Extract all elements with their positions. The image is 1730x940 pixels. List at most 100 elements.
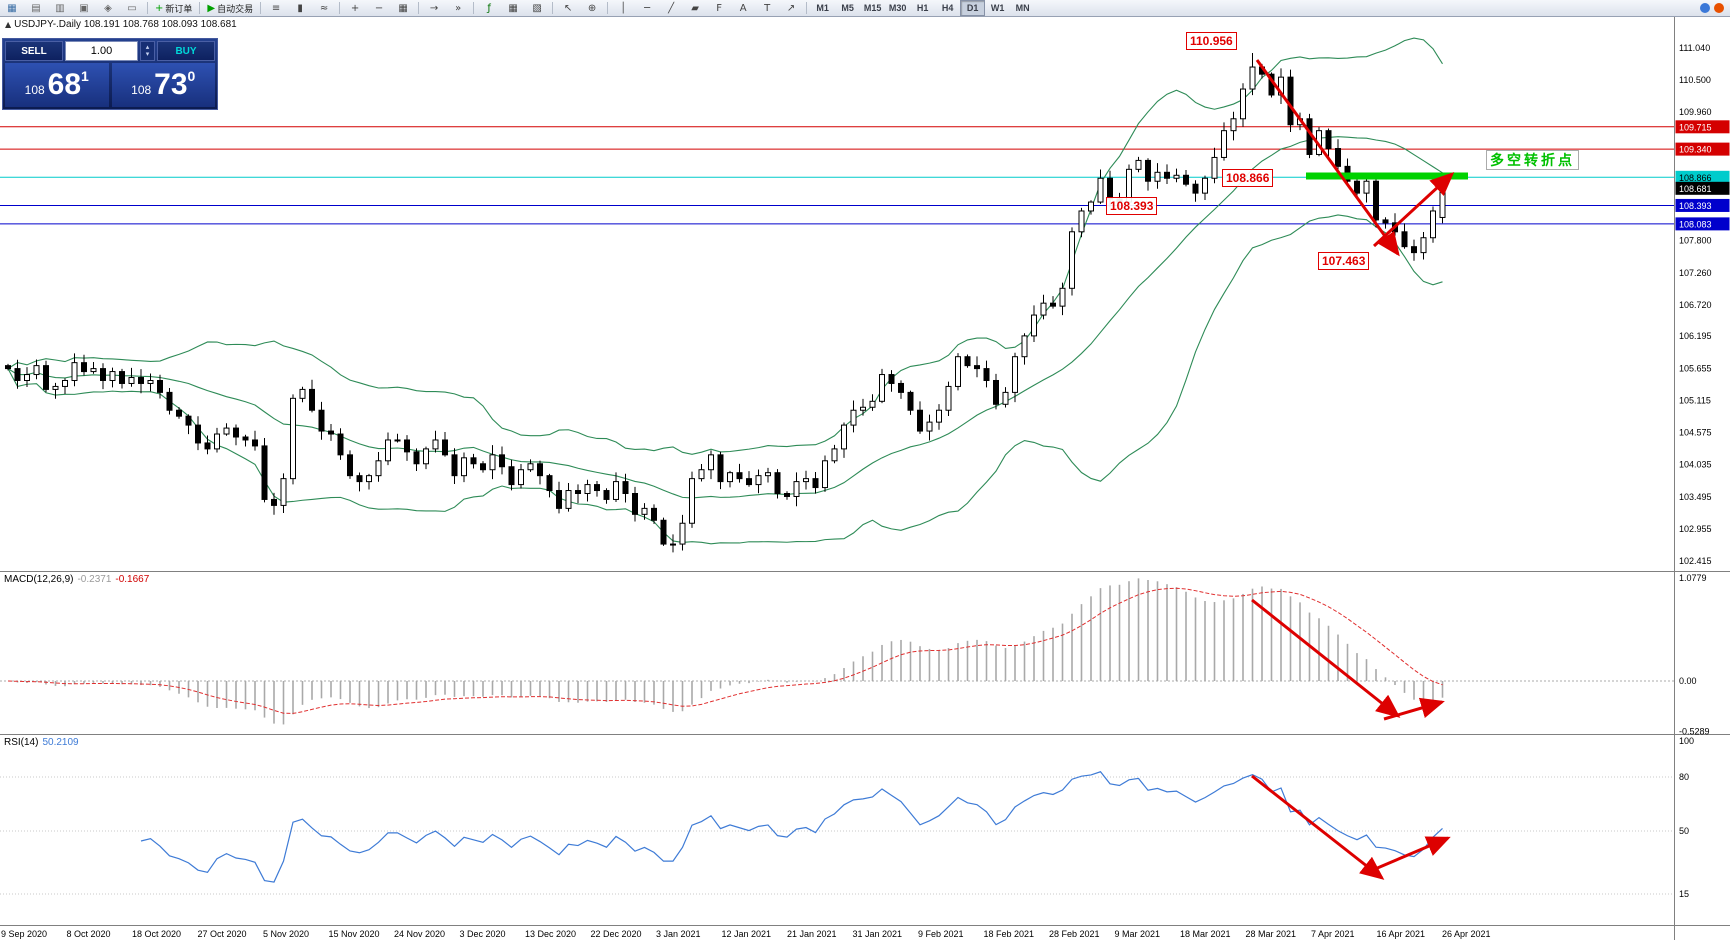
- toolbar-vertical-line-button[interactable]: │: [612, 0, 634, 17]
- price-tick-label: 106.720: [1679, 300, 1712, 310]
- trend-arrow[interactable]: [1367, 836, 1451, 874]
- candle-body: [727, 472, 733, 483]
- timeframe-m15-button[interactable]: M15: [863, 3, 882, 13]
- buy-button[interactable]: BUY: [157, 41, 215, 61]
- toolbar-chart-bars-button[interactable]: ≡: [265, 0, 287, 17]
- toolbar-tile-windows-button[interactable]: ▦: [392, 0, 414, 17]
- toolbar-auto-trading-button[interactable]: ▶ 自动交易: [204, 0, 256, 17]
- price-tick-label: 104.035: [1679, 460, 1712, 470]
- collapse-panel-icon[interactable]: ▲: [5, 20, 12, 29]
- toolbar-cursor-button[interactable]: ↖: [557, 0, 579, 17]
- toolbar-new-order-button[interactable]: + 新订单: [152, 0, 195, 17]
- trend-arrow[interactable]: [1251, 598, 1401, 718]
- candle-body: [841, 424, 847, 450]
- sell-price-button[interactable]: 108 68 1: [5, 63, 109, 107]
- toolbar-templates-button[interactable]: ▧: [526, 0, 548, 17]
- sell-price-big: 68: [47, 68, 82, 101]
- trend-arrow[interactable]: [1251, 774, 1385, 880]
- zoom-out-icon: −: [374, 2, 384, 14]
- date-label: 15 Nov 2020: [329, 929, 380, 939]
- sell-button[interactable]: SELL: [5, 41, 63, 61]
- community-icon[interactable]: [1700, 3, 1710, 13]
- symbol-name: USDJPY-.Daily: [14, 19, 82, 30]
- candle-body: [489, 454, 496, 471]
- toolbar-indicators-button[interactable]: ƒ: [478, 0, 500, 17]
- toolbar-fibonacci-button[interactable]: F: [708, 0, 730, 17]
- timeframe-h1-button[interactable]: H1: [916, 3, 929, 13]
- trend-arrow[interactable]: [1372, 171, 1455, 248]
- timeframe-h4-button[interactable]: H4: [941, 3, 954, 13]
- timeframe-m30-button[interactable]: M30: [888, 3, 907, 13]
- toolbar-chart-candles-button[interactable]: ▮: [289, 0, 311, 17]
- candle-body: [204, 442, 211, 450]
- candle-body: [366, 475, 372, 483]
- candle-body: [888, 374, 895, 384]
- toolbar-chart-shift-button[interactable]: »: [447, 0, 469, 17]
- candle-body: [223, 427, 230, 435]
- toolbar-text-button[interactable]: A: [732, 0, 754, 17]
- trend-arrow[interactable]: [1255, 59, 1400, 257]
- candle-body: [33, 365, 40, 376]
- toolbar-navigator-button[interactable]: ◈: [97, 0, 119, 17]
- candle-body: [119, 371, 125, 384]
- price-level-flag-label: 108.681: [1679, 184, 1712, 194]
- toolbar-auto-scroll-button[interactable]: →: [423, 0, 445, 17]
- rsi-line: [140, 771, 1443, 883]
- price-tick-label: 102.415: [1679, 556, 1712, 566]
- timeframe-m1-button[interactable]: M1: [816, 3, 829, 13]
- candle-body: [43, 365, 49, 390]
- timeframe-d1-button[interactable]: D1: [960, 0, 986, 16]
- trend-arrow[interactable]: [1383, 697, 1445, 721]
- candle-body: [1164, 171, 1170, 179]
- candle-body: [480, 463, 486, 471]
- candle-body: [1211, 156, 1218, 179]
- candle-body: [508, 466, 515, 486]
- toolbar-crosshair-button[interactable]: ⊕: [581, 0, 603, 17]
- periods-icon: ▦: [508, 2, 518, 14]
- candle-body: [565, 490, 572, 509]
- toolbar-trendline-button[interactable]: ╱: [660, 0, 682, 17]
- toolbar-zoom-out-button[interactable]: −: [368, 0, 390, 17]
- chart-bars-icon: ≡: [271, 2, 281, 14]
- toolbar-terminal-button[interactable]: ▭: [121, 0, 143, 17]
- toolbar-profiles-button[interactable]: ▤: [25, 0, 47, 17]
- toolbar-arrows-button[interactable]: ↗: [780, 0, 802, 17]
- candle-body: [907, 391, 914, 411]
- timeframe-mn-button[interactable]: MN: [1015, 3, 1030, 13]
- toolbar-periods-button[interactable]: ▦: [502, 0, 524, 17]
- data-window-icon: ▣: [79, 2, 89, 14]
- support-zone-bar[interactable]: [1306, 172, 1468, 180]
- buy-price-big: 73: [154, 68, 188, 101]
- candle-body: [831, 448, 838, 462]
- timeframe-m5-button[interactable]: M5: [841, 3, 854, 13]
- volume-spinner[interactable]: ▴ ▾: [140, 41, 155, 61]
- timeframe-w1-button[interactable]: W1: [990, 3, 1005, 13]
- candle-body: [404, 439, 410, 453]
- toolbar-equidistant-channel-button[interactable]: ▰: [684, 0, 706, 17]
- buy-price-button[interactable]: 108 73 0: [111, 63, 215, 107]
- chart-line-icon: ≈: [319, 2, 329, 14]
- candle-body: [898, 382, 904, 393]
- date-label: 13 Dec 2020: [525, 929, 576, 939]
- date-label: 16 Apr 2021: [1377, 929, 1426, 939]
- toolbar-text-label-button[interactable]: T: [756, 0, 778, 17]
- candle-body: [52, 385, 59, 390]
- toolbar-new-chart-button[interactable]: ▦: [1, 0, 23, 17]
- candle-body: [1420, 237, 1427, 254]
- volume-up-icon[interactable]: ▴: [145, 43, 150, 51]
- candle-body: [603, 490, 610, 500]
- toolbar-zoom-in-button[interactable]: +: [344, 0, 366, 17]
- toolbar-market-watch-button[interactable]: ▥: [49, 0, 71, 17]
- volume-down-icon[interactable]: ▾: [145, 50, 150, 58]
- candle-body: [233, 427, 239, 438]
- alert-icon[interactable]: [1714, 3, 1724, 13]
- volume-input[interactable]: [65, 41, 138, 61]
- symbol-ohlc: 108.191 108.768 108.093 108.681: [83, 19, 237, 30]
- toolbar-chart-line-button[interactable]: ≈: [313, 0, 335, 17]
- candle-body: [518, 469, 524, 486]
- toolbar-horizontal-line-button[interactable]: ─: [636, 0, 658, 17]
- candle-body: [1097, 177, 1104, 203]
- toolbar-data-window-button[interactable]: ▣: [73, 0, 95, 17]
- candle-body: [356, 475, 363, 483]
